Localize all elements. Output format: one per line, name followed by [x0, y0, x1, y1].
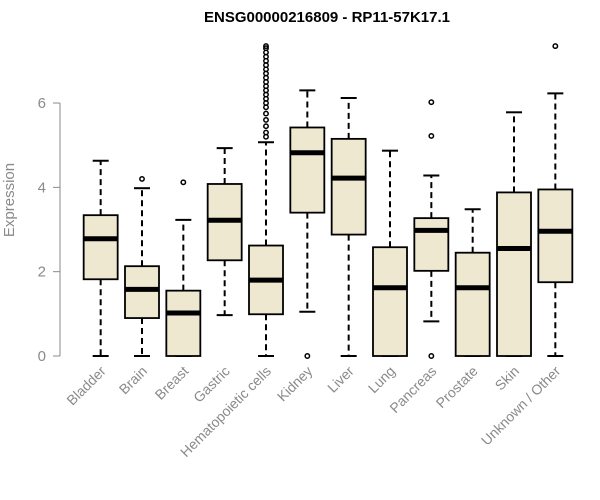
box-breast — [165, 179, 202, 357]
y-axis-ticks: 0 2 4 6 — [38, 95, 60, 365]
x-tick-label: Liver — [324, 363, 357, 396]
box-unknown-other — [537, 43, 574, 357]
box-hematopoietic-cells — [248, 43, 284, 357]
box-bladder — [82, 159, 119, 357]
box-gastric — [206, 147, 243, 317]
box-liver — [330, 96, 367, 357]
box-rect — [289, 126, 326, 214]
outlier-point — [263, 123, 269, 130]
outlier-point — [139, 175, 145, 182]
x-tick-label: Bladder — [63, 363, 109, 409]
y-tick-label: 0 — [38, 348, 46, 365]
box-kidney — [289, 89, 326, 359]
outlier-point — [428, 132, 435, 139]
boxes-group — [82, 43, 574, 359]
y-tick-label: 2 — [38, 264, 46, 281]
outlier-point — [428, 99, 435, 106]
outlier-point — [552, 43, 559, 50]
x-tick-label: Brain — [116, 363, 150, 397]
box-rect — [413, 217, 450, 272]
box-rect — [124, 265, 160, 319]
box-rect — [537, 188, 574, 284]
box-rect — [165, 289, 202, 357]
x-tick-label: Kidney — [274, 363, 316, 405]
x-tick-label: Breast — [152, 363, 192, 403]
y-tick-label: 4 — [38, 179, 46, 196]
outlier-point — [180, 179, 187, 186]
box-rect — [454, 251, 491, 357]
box-lung — [372, 149, 408, 357]
chart-title: ENSG00000216809 - RP11-57K17.1 — [204, 9, 450, 26]
x-tick-label: Skin — [492, 363, 523, 394]
x-tick-label: Lung — [365, 363, 398, 396]
box-pancreas — [413, 99, 450, 359]
outlier-point — [263, 43, 269, 50]
outlier-point — [428, 353, 435, 359]
box-skin — [496, 111, 532, 357]
outlier-point — [304, 353, 311, 359]
outlier-point — [263, 45, 269, 52]
box-prostate — [454, 208, 491, 357]
y-tick-label: 6 — [38, 95, 46, 112]
outlier-point — [263, 116, 269, 123]
outlier-point — [263, 110, 269, 117]
y-axis-label: Expression — [1, 163, 18, 237]
outlier-point — [263, 129, 269, 136]
x-tick-label: Prostate — [433, 363, 481, 411]
box-rect — [82, 214, 119, 281]
box-brain — [124, 175, 160, 357]
box-rect — [496, 191, 532, 357]
box-rect — [330, 137, 367, 236]
box-rect — [372, 246, 408, 357]
